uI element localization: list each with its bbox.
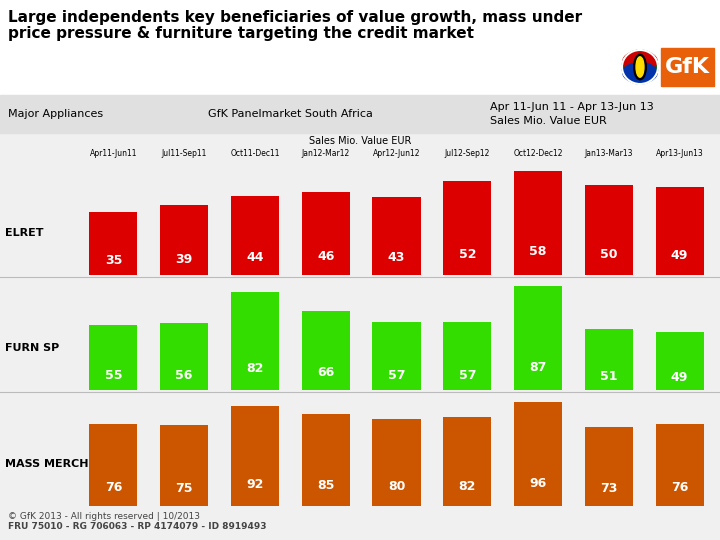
Text: Apr 11-Jun 11 - Apr 13-Jun 13: Apr 11-Jun 11 - Apr 13-Jun 13 [490,102,654,112]
Bar [0,0,720,95]
Bar [231,292,279,390]
Text: 46: 46 [317,250,334,263]
Ellipse shape [623,63,657,83]
Text: Oct11-Dec11: Oct11-Dec11 [230,149,279,158]
Text: 51: 51 [600,370,618,383]
Text: 75: 75 [176,482,193,495]
Bar [160,323,208,390]
Bar [655,187,703,275]
Bar [444,417,491,506]
Text: 76: 76 [671,481,688,494]
Text: Large independents key beneficiaries of value growth, mass under: Large independents key beneficiaries of … [8,10,582,25]
Bar [231,195,279,275]
Text: Oct12-Dec12: Oct12-Dec12 [513,149,563,158]
Text: 58: 58 [529,245,546,258]
Bar [302,414,350,506]
Bar [302,312,350,390]
Text: 66: 66 [317,367,334,380]
Bar [302,192,350,275]
Text: Jul11-Sep11: Jul11-Sep11 [161,149,207,158]
Text: 85: 85 [317,479,334,492]
Text: © GfK 2013 - All rights reserved | 10/2013: © GfK 2013 - All rights reserved | 10/20… [8,512,200,521]
Bar [89,212,138,275]
Text: 92: 92 [246,477,264,490]
Bar [585,329,633,390]
Text: 76: 76 [104,481,122,494]
Text: Jul12-Sep12: Jul12-Sep12 [444,149,490,158]
Ellipse shape [623,51,657,71]
Text: 49: 49 [671,371,688,384]
Text: 52: 52 [459,248,476,261]
Bar [585,185,633,275]
Text: 57: 57 [459,369,476,382]
Bar [160,424,208,506]
Ellipse shape [622,50,658,84]
Text: 73: 73 [600,482,618,495]
Text: 56: 56 [176,369,193,382]
Text: Apr12-Jun12: Apr12-Jun12 [373,149,420,158]
Text: Major Appliances: Major Appliances [8,109,103,119]
Text: ELRET: ELRET [5,228,43,238]
Text: FRU 75010 - RG 706063 - RP 4174079 - ID 8919493: FRU 75010 - RG 706063 - RP 4174079 - ID … [8,522,266,531]
Bar [160,205,208,275]
Text: 82: 82 [246,362,264,375]
Text: 39: 39 [176,253,193,266]
Bar [514,286,562,390]
Bar [372,198,420,275]
Ellipse shape [634,54,647,80]
Text: 96: 96 [529,477,546,490]
Bar [0,95,720,133]
Bar [372,419,420,506]
Ellipse shape [636,57,644,77]
Bar [585,427,633,506]
Text: 49: 49 [671,249,688,262]
Text: 43: 43 [388,251,405,264]
Bar [514,171,562,275]
Text: 50: 50 [600,248,618,261]
Text: Jan13-Mar13: Jan13-Mar13 [585,149,633,158]
Bar [231,406,279,506]
Text: GfK Panelmarket South Africa: GfK Panelmarket South Africa [207,109,372,119]
Bar [372,322,420,390]
Bar [514,402,562,506]
Text: MASS MERCH: MASS MERCH [5,459,89,469]
Text: 82: 82 [459,480,476,493]
Text: Jan12-Mar12: Jan12-Mar12 [302,149,350,158]
Text: Apr11-Jun11: Apr11-Jun11 [89,149,137,158]
Text: 35: 35 [104,254,122,267]
Text: 80: 80 [388,481,405,494]
Text: Apr13-Jun13: Apr13-Jun13 [656,149,703,158]
Text: 87: 87 [529,361,546,374]
Bar [89,325,138,390]
Text: price pressure & furniture targeting the credit market: price pressure & furniture targeting the… [8,26,474,41]
Text: Sales Mio. Value EUR: Sales Mio. Value EUR [490,116,607,126]
Bar [89,423,138,506]
Text: 57: 57 [388,369,405,382]
Bar [655,423,703,506]
Bar [444,322,491,390]
Text: FURN SP: FURN SP [5,343,59,353]
Text: GfK: GfK [665,57,710,77]
Bar [661,48,714,86]
Text: 55: 55 [104,369,122,382]
Text: Sales Mio. Value EUR: Sales Mio. Value EUR [309,136,411,146]
Text: 44: 44 [246,251,264,264]
Bar [655,332,703,390]
Bar [444,181,491,275]
